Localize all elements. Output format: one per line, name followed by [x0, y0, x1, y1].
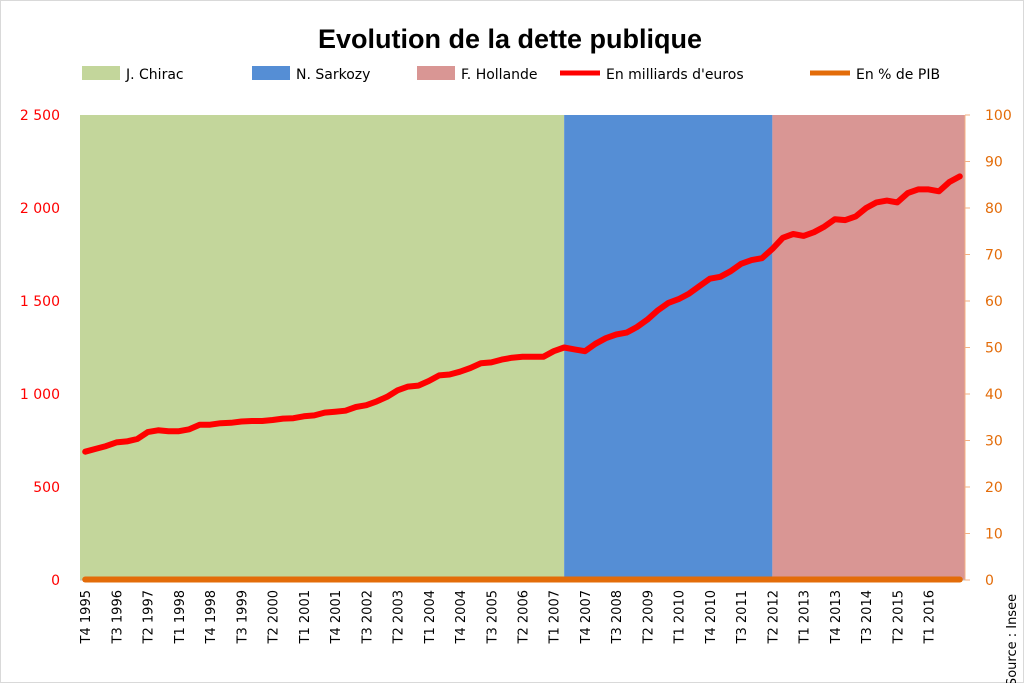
x-tick-label: T1 2004 — [423, 590, 438, 644]
x-tick-label: T4 2001 — [329, 590, 344, 644]
x-tick-label: T3 1996 — [110, 590, 125, 644]
legend-label-3: En milliards d'euros — [606, 67, 744, 83]
x-tick-label: T1 2013 — [798, 590, 813, 644]
legend-swatch-2 — [417, 66, 455, 80]
legend-swatch-0 — [82, 66, 120, 80]
x-tick-label: T3 2002 — [360, 590, 375, 644]
series-lines — [82, 173, 963, 583]
x-tick-label: T4 2013 — [829, 590, 844, 644]
legend-label-4: En % de PIB — [856, 67, 940, 83]
legend-swatch-1 — [252, 66, 290, 80]
x-tick-label: T2 2015 — [891, 590, 906, 644]
y-left-tick-label: 2 000 — [20, 201, 60, 217]
x-tick-label: T4 2007 — [579, 590, 594, 644]
period-band-0 — [80, 115, 565, 580]
x-tick-label: T1 2001 — [298, 590, 313, 644]
x-tick-label: T4 1995 — [79, 590, 94, 644]
x-tick-label: T2 1997 — [142, 590, 157, 644]
y-left-tick-label: 1 500 — [20, 294, 60, 310]
y-right-tick-label: 100 — [985, 108, 1012, 124]
x-tick-label: T4 2010 — [704, 590, 719, 644]
x-tick-label: T1 2016 — [923, 590, 938, 644]
x-tick-label: T2 2006 — [517, 590, 532, 644]
x-tick-label: T2 2009 — [641, 590, 656, 644]
x-tick-label: T3 2005 — [485, 590, 500, 644]
y-right-tick-label: 30 — [985, 434, 1003, 450]
x-tick-label: T4 2004 — [454, 590, 469, 644]
source-note: Source : Insee — [1005, 594, 1020, 683]
y-right-tick-label: 0 — [985, 573, 994, 589]
x-tick-label: T2 2012 — [766, 590, 781, 644]
period-band-2 — [772, 115, 965, 580]
x-tick-label: T1 2007 — [548, 590, 563, 644]
y-axis-right: 0 10 20 30 40 50 60 70 80 90 100 — [964, 108, 1012, 589]
y-left-tick-label: 2 500 — [20, 108, 60, 124]
y-right-tick-label: 50 — [985, 341, 1003, 357]
y-right-tick-label: 90 — [985, 155, 1003, 171]
y-right-tick-label: 70 — [985, 248, 1003, 264]
y-left-tick-label: 0 — [51, 573, 60, 589]
x-axis: T4 1995 T3 1996 T2 1997 T1 1998 T4 1998 T3 19… — [79, 579, 965, 644]
x-tick-label: T2 2000 — [267, 590, 282, 644]
x-tick-label: T1 2010 — [673, 590, 688, 644]
y-right-tick-label: 60 — [985, 294, 1003, 310]
x-tick-label: T3 2014 — [860, 590, 875, 644]
legend-label-0: J. Chirac — [125, 67, 184, 83]
x-tick-label: T1 1998 — [173, 590, 188, 644]
x-tick-label: T3 1999 — [235, 590, 250, 644]
y-right-tick-label: 80 — [985, 201, 1003, 217]
y-left-tick-label: 1 000 — [20, 387, 60, 403]
y-left-tick-label: 500 — [33, 480, 60, 496]
y-right-tick-label: 10 — [985, 527, 1003, 543]
x-tick-label: T2 2003 — [392, 590, 407, 644]
legend-label-2: F. Hollande — [461, 67, 538, 83]
x-tick-label: T3 2008 — [610, 590, 625, 644]
series-line-0 — [82, 173, 963, 455]
chart-title: Evolution de la dette publique — [318, 24, 702, 54]
y-right-tick-label: 40 — [985, 387, 1003, 403]
x-tick-label: T3 2011 — [735, 590, 750, 644]
y-right-tick-label: 20 — [985, 480, 1003, 496]
x-tick-label: T4 1998 — [204, 590, 219, 644]
legend-label-1: N. Sarkozy — [296, 67, 370, 83]
period-bands — [80, 115, 965, 580]
period-band-1 — [564, 115, 773, 580]
y-axis-left: 0 500 1 000 1 500 2 000 2 500 — [20, 108, 60, 589]
legend: J. Chirac N. Sarkozy F. Hollande En milliar… — [82, 66, 940, 83]
